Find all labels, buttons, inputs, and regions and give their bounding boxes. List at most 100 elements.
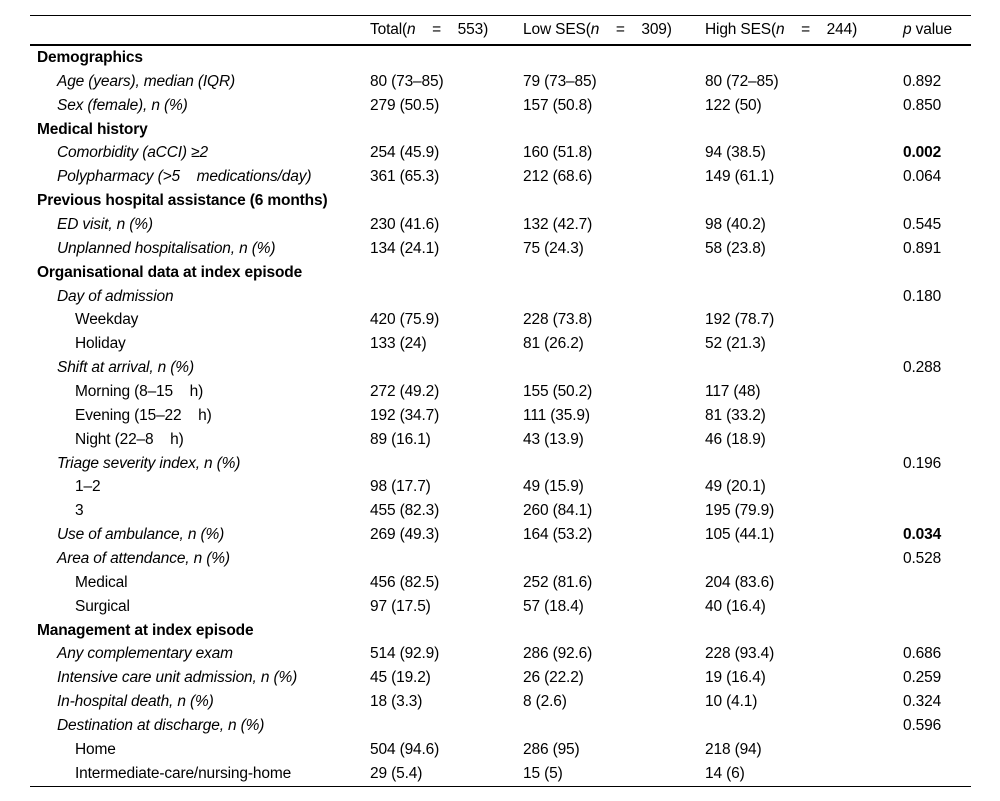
row-label: Day of admission [57,287,174,305]
col-header-total-n: n [407,21,416,38]
cell-total: 269 (49.3) [370,526,440,544]
cell-total: 514 (92.9) [370,645,440,663]
table-row: Intermediate-care/nursing-home 29 (5.4) … [30,762,971,786]
cell-high-ses: 80 (72–85) [705,72,779,90]
table-row: Previous hospital assistance (6 months) [30,189,971,213]
table-row: Surgical 97 (17.5) 57 (18.4) 40 (16.4) [30,595,971,619]
cell-low-ses: 252 (81.6) [523,573,593,591]
cell-p-value: 0.686 [903,645,942,663]
cell-low-ses: 8 (2.6) [523,693,567,711]
cell-high-ses: 81 (33.2) [705,406,766,424]
cell-low-ses: 286 (92.6) [523,645,593,663]
cell-high-ses: 10 (4.1) [705,693,758,711]
cell-low-ses: 43 (13.9) [523,430,584,448]
row-label: Morning (8–15 h) [75,382,204,400]
cell-high-ses: 218 (94) [705,740,762,758]
cell-low-ses: 79 (73–85) [523,72,597,90]
cell-low-ses: 57 (18.4) [523,597,584,615]
cell-high-ses: 228 (93.4) [705,645,775,663]
table-row: Use of ambulance, n (%) 269 (49.3) 164 (… [30,523,971,547]
table-row: Polypharmacy (>5 medications/day) 361 (6… [30,165,971,189]
col-header-total: Total(n = 553) [370,21,523,39]
row-label: Intensive care unit admission, n (%) [57,669,298,687]
table-row: Evening (15–22 h) 192 (34.7) 111 (35.9) … [30,404,971,428]
cell-high-ses: 192 (78.7) [705,311,775,329]
cell-low-ses: 164 (53.2) [523,526,593,544]
cell-high-ses: 14 (6) [705,764,745,782]
row-label: Night (22–8 h) [75,430,184,448]
cell-low-ses: 132 (42.7) [523,215,593,233]
row-label: Area of attendance, n (%) [57,549,230,567]
cell-low-ses: 286 (95) [523,740,580,758]
cell-total: 97 (17.5) [370,597,431,615]
table-row: Management at index episode [30,619,971,643]
row-label: Age (years), median (IQR) [57,72,235,90]
cell-total: 192 (34.7) [370,406,440,424]
cell-low-ses: 160 (51.8) [523,144,593,162]
col-header-total-post: = 553) [415,21,489,38]
cell-p-value: 0.528 [903,549,942,567]
cell-p-value: 0.196 [903,454,942,472]
cell-high-ses: 149 (61.1) [705,168,775,186]
cell-high-ses: 204 (83.6) [705,573,775,591]
table-header-row: Total(n = 553) Low SES(n = 309) High SES… [30,15,971,46]
table-row: Organisational data at index episode [30,261,971,285]
table-row: 3 455 (82.3) 260 (84.1) 195 (79.9) [30,499,971,523]
row-label: Any complementary exam [57,645,233,663]
cell-low-ses: 81 (26.2) [523,335,584,353]
table-row: Sex (female), n (%) 279 (50.5) 157 (50.8… [30,94,971,118]
table-row: Medical history [30,118,971,142]
table-body: Demographics Age (years), median (IQR) 8… [30,46,971,787]
col-header-low-ses: Low SES(n = 309) [523,21,705,39]
cell-p-value: 0.892 [903,72,942,90]
cell-total: 89 (16.1) [370,430,431,448]
cell-high-ses: 117 (48) [705,382,761,400]
cell-p-value: 0.180 [903,287,942,305]
cell-p-value: 0.596 [903,716,942,734]
cell-total: 98 (17.7) [370,478,431,496]
cell-total: 29 (5.4) [370,764,423,782]
cell-total: 272 (49.2) [370,382,440,400]
cell-total: 80 (73–85) [370,72,444,90]
table-row: Intensive care unit admission, n (%) 45 … [30,666,971,690]
row-label: ED visit, n (%) [57,215,153,233]
cell-p-value: 0.545 [903,215,942,233]
row-label: Holiday [75,335,126,353]
col-header-high-ses: High SES(n = 244) [705,21,895,39]
col-header-low-pre: Low SES( [523,21,591,38]
table-row: Night (22–8 h) 89 (16.1) 43 (13.9) 46 (1… [30,428,971,452]
row-label: Medical history [37,120,148,138]
cell-p-value: 0.259 [903,669,942,687]
cell-high-ses: 58 (23.8) [705,239,766,257]
row-label: Polypharmacy (>5 medications/day) [57,168,312,186]
row-label: Use of ambulance, n (%) [57,526,225,544]
row-label: Triage severity index, n (%) [57,454,241,472]
cell-total: 133 (24) [370,335,427,353]
row-label: Weekday [75,311,139,329]
cell-p-value: 0.064 [903,168,942,186]
table-row: Destination at discharge, n (%) 0.596 [30,714,971,738]
cell-high-ses: 122 (50) [705,96,762,114]
col-header-p-letter: p [903,21,912,38]
cell-p-value: 0.002 [903,144,942,162]
cell-p-value: 0.891 [903,239,942,257]
cell-low-ses: 260 (84.1) [523,502,593,520]
col-header-total-pre: Total( [370,21,408,38]
cell-high-ses: 19 (16.4) [705,669,766,687]
table-row: Any complementary exam 514 (92.9) 286 (9… [30,642,971,666]
cell-high-ses: 52 (21.3) [705,335,766,353]
cell-p-value: 0.850 [903,96,942,114]
table-row: Comorbidity (aCCI) ≥2 254 (45.9) 160 (51… [30,141,971,165]
table-row: Weekday 420 (75.9) 228 (73.8) 192 (78.7) [30,308,971,332]
row-label: 3 [75,502,84,520]
table-row: Morning (8–15 h) 272 (49.2) 155 (50.2) 1… [30,380,971,404]
row-label: Medical [75,573,128,591]
row-label: Evening (15–22 h) [75,406,212,424]
cell-low-ses: 49 (15.9) [523,478,584,496]
cell-high-ses: 40 (16.4) [705,597,766,615]
table-row: Shift at arrival, n (%) 0.288 [30,356,971,380]
cell-low-ses: 111 (35.9) [523,406,590,424]
table-row: Area of attendance, n (%) 0.528 [30,547,971,571]
col-header-high-n: n [776,21,785,38]
